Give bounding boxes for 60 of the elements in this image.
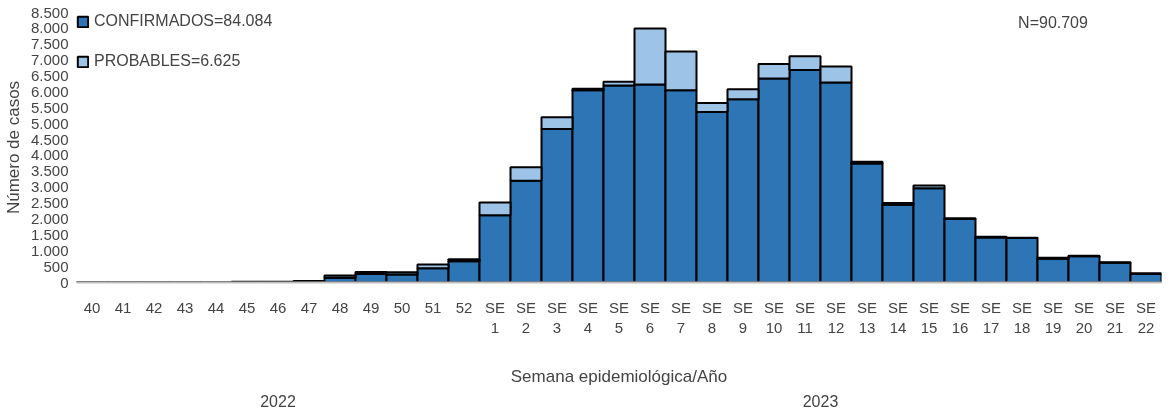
x-tick-label: 44: [207, 298, 225, 316]
y-tick-label: 4.000: [30, 146, 69, 164]
text: 2022: [260, 392, 296, 409]
y-tick-label: 6.500: [30, 67, 69, 85]
x-tick-label: SE 18: [1012, 298, 1033, 336]
x-tick-label: SE 13: [857, 298, 878, 336]
y-tick-label: 7.500: [30, 35, 69, 53]
x-tick-label: 48: [331, 298, 349, 316]
x-tick-label: SE 5: [609, 298, 630, 336]
x-tick-label: 46: [269, 298, 287, 316]
y-tick-label: 6.000: [30, 82, 69, 100]
y-tick-label: 2.500: [30, 194, 69, 212]
y-tick-label: 0: [60, 273, 69, 291]
x-tick-label: 51: [424, 298, 442, 316]
y-tick-label: 7.000: [30, 51, 69, 69]
x-tick-label: SE 17: [981, 298, 1002, 336]
x-tick-label: SE 8: [702, 298, 723, 336]
x-tick-label: 47: [300, 298, 318, 316]
x-tick-label: SE 11: [795, 298, 816, 336]
x-tick-label: 49: [362, 298, 380, 316]
x-tick-label: SE 12: [826, 298, 847, 336]
x-tick-label: SE 16: [950, 298, 971, 336]
x-tick-label: SE 19: [1043, 298, 1064, 336]
y-tick-label: 5.500: [30, 98, 69, 116]
x-tick-label: SE 20: [1074, 298, 1095, 336]
x-tick-label: 40: [83, 298, 101, 316]
y-tick-label: 8.500: [30, 3, 69, 21]
y-tick-label: 500: [43, 257, 69, 275]
x-tick-label: SE 21: [1105, 298, 1126, 336]
x-tick-label: SE 7: [671, 298, 692, 336]
x-tick-label: 43: [176, 298, 194, 316]
x-tick-label: SE 6: [640, 298, 661, 336]
x-tick-label: 41: [114, 298, 132, 316]
x-tick-label: 52: [455, 298, 473, 316]
y-tick-label: 8.000: [30, 19, 69, 37]
y-tick-label: 2.000: [30, 209, 69, 227]
y-tick-label: 5.000: [30, 114, 69, 132]
y-tick-label: 3.500: [30, 162, 69, 180]
x-tick-label: 50: [393, 298, 411, 316]
text: 2023: [802, 392, 839, 409]
x-tick-label: SE 4: [578, 298, 599, 336]
y-axis-title: Número de casos: [3, 80, 23, 215]
x-tick-label: SE 14: [888, 298, 909, 336]
legend-label: PROBABLES=6.625: [94, 52, 241, 70]
y-tick-label: 1.500: [30, 225, 69, 243]
y-tick-label: 1.000: [30, 241, 69, 259]
x-tick-label: SE 2: [516, 298, 537, 336]
x-tick-label: SE 3: [547, 298, 568, 336]
annotation: N=90.709: [1018, 14, 1089, 32]
x-tick-label: SE 1: [485, 298, 506, 336]
y-tick-label: 3.000: [30, 178, 69, 196]
x-tick-label: SE 9: [733, 298, 754, 336]
x-tick-label: SE 15: [919, 298, 940, 336]
x-tick-label: 42: [145, 298, 163, 316]
x-tick-label: 45: [238, 298, 256, 316]
x-tick-label: SE 22: [1136, 298, 1157, 336]
x-axis-title: Semana epidemiológica/Año: [510, 366, 728, 386]
y-tick-label: 4.500: [30, 130, 69, 148]
legend-label: CONFIRMADOS=84.084: [94, 12, 273, 30]
x-tick-label: SE 10: [764, 298, 785, 336]
